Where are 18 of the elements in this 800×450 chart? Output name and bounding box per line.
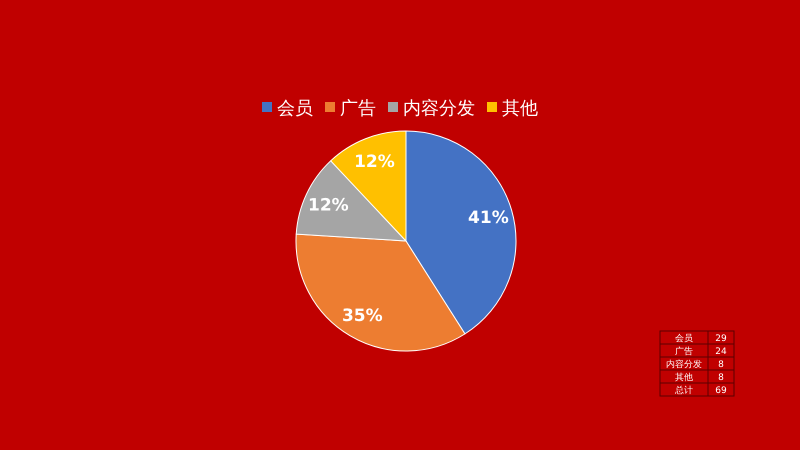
legend-label: 会员 bbox=[277, 98, 313, 119]
text: 8 bbox=[718, 360, 724, 370]
text: 24 bbox=[715, 347, 727, 357]
data-label: 12% bbox=[354, 152, 395, 172]
text: 69 bbox=[715, 386, 727, 396]
text: 会员 bbox=[675, 333, 693, 344]
text: 8 bbox=[718, 373, 724, 383]
legend-label: 其他 bbox=[502, 98, 538, 119]
text: 29 bbox=[715, 334, 727, 344]
data-label: 41% bbox=[468, 208, 509, 228]
text: 广告 bbox=[675, 346, 693, 357]
data-label: 12% bbox=[308, 195, 349, 216]
text: 其他 bbox=[675, 372, 693, 383]
legend-label: 广告 bbox=[340, 98, 376, 119]
data-label: 35% bbox=[342, 306, 383, 326]
legend-label: 内容分发 bbox=[403, 98, 475, 119]
text: 总计 bbox=[674, 385, 693, 396]
text: 内容分发 bbox=[666, 359, 702, 370]
